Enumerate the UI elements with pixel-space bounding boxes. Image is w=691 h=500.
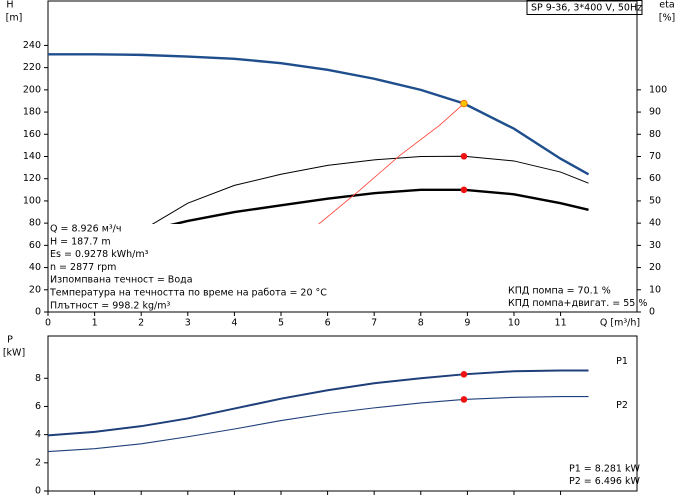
y-axis-label: P [7,335,13,346]
y2-tick-label: 30 [649,240,661,251]
x-tick-label: 0 [45,318,51,329]
x-tick-label: 1 [92,318,98,329]
y-tick-label: 0 [35,486,41,497]
result-text: P2 = 6.496 kW [569,476,640,487]
y-tick-label: 100 [23,195,41,206]
curve [150,155,589,226]
y2-tick-label: 20 [649,262,661,273]
info-text: Температура на течността по време на раб… [49,288,327,299]
operating-point [460,152,468,160]
y-tick-label: 2 [35,457,41,468]
chart-title: SP 9-36, 3*400 V, 50Hz [531,3,642,14]
operating-point [460,371,468,378]
curve [47,369,589,437]
curve-label: P1 [616,356,628,367]
result-text: КПД помпа = 70.1 % [508,286,611,297]
curve [47,396,589,453]
info-text: H = 187.7 m [50,236,111,247]
info-text: n = 2877 rpm [50,262,116,273]
x-tick-label: 2 [138,318,144,329]
y-tick-label: 60 [29,240,41,251]
result-text: КПД помпа+двигат. = 55 % [508,298,647,309]
curve [150,188,589,231]
y2-tick-label: 80 [649,129,661,140]
x-tick-label: 11 [555,318,567,329]
y-tick-label: 0 [35,307,41,318]
operating-point [460,99,468,108]
y-tick-label: 120 [23,173,41,184]
x-axis-label: Q [m³/h] [600,318,640,329]
x-tick-label: 9 [464,318,470,329]
info-box [49,224,321,311]
info-text: Q = 8.926 м³/ч [50,224,121,235]
operating-point [460,396,468,403]
y-tick-label: 40 [29,262,41,273]
y2-tick-label: 50 [649,195,661,206]
y2-axis-unit: [%] [659,13,675,24]
y-tick-label: 4 [35,429,41,440]
y-axis-unit: [m] [6,13,23,24]
curve-label: P2 [616,400,628,411]
x-tick-label: 5 [278,318,284,329]
y-tick-label: 140 [23,151,41,162]
y-tick-label: 220 [23,62,41,73]
plot-frame [47,335,638,492]
y2-tick-label: 10 [649,284,661,295]
operating-point [460,186,468,194]
x-tick-label: 8 [418,318,424,329]
y-tick-label: 180 [23,107,41,118]
y-tick-label: 160 [23,129,41,140]
y2-axis-label: eta [659,0,674,11]
y-axis-unit: [kW] [3,348,25,359]
y-tick-label: 200 [23,84,41,95]
y-tick-label: 240 [23,40,41,51]
result-text: P1 = 8.281 kW [569,464,640,475]
y2-tick-label: 40 [649,218,661,229]
x-tick-label: 7 [371,318,377,329]
y-tick-label: 20 [29,284,41,295]
x-tick-label: 6 [325,318,331,329]
x-tick-label: 3 [185,318,191,329]
x-tick-label: 10 [508,318,520,329]
y2-tick-label: 70 [649,151,661,162]
y2-tick-label: 90 [649,107,661,118]
info-text: Плътност = 998.2 kg/m³ [50,300,170,311]
curve [312,103,465,230]
info-text: Es = 0.9278 kWh/m³ [50,249,149,260]
info-text: Изпомпвана течност = Вода [50,275,193,286]
y2-tick-label: 100 [649,84,667,95]
y-axis-label: H [6,0,13,11]
y-tick-label: 6 [35,401,41,412]
y-tick-label: 8 [35,373,41,384]
y2-tick-label: 0 [649,307,655,318]
curve [48,53,590,176]
y2-tick-label: 60 [649,173,661,184]
x-tick-label: 4 [231,318,237,329]
y-tick-label: 80 [29,218,41,229]
